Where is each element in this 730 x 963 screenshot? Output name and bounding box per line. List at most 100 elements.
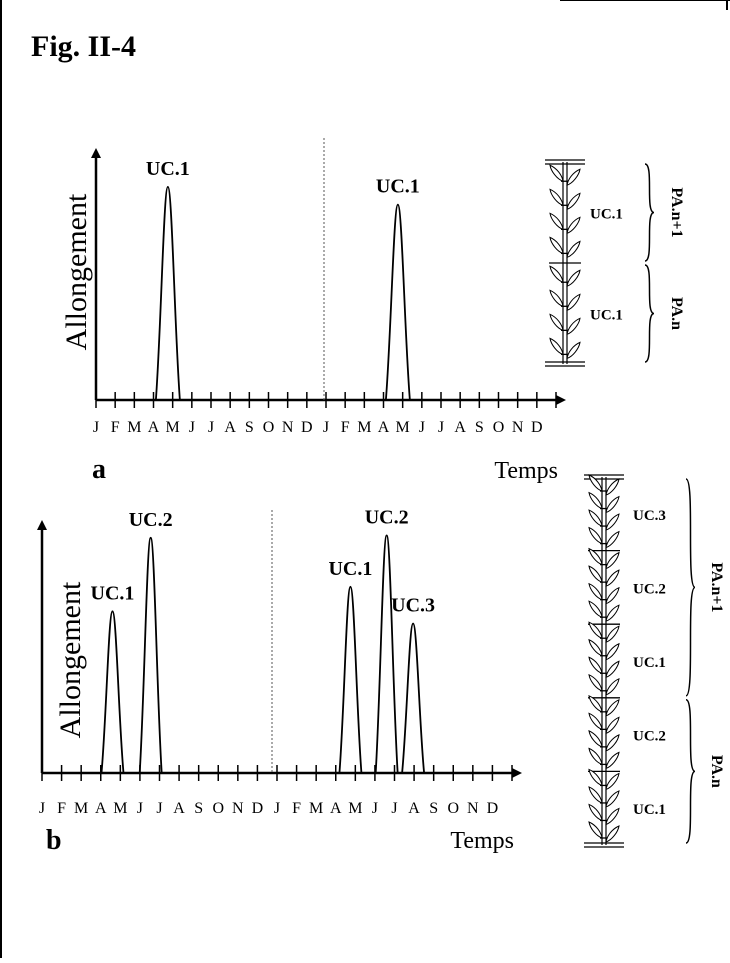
leaf-shape xyxy=(588,509,603,527)
leaf-shape xyxy=(605,660,620,679)
leaf-shape xyxy=(549,212,564,231)
month-label: A xyxy=(95,800,107,817)
month-label: M xyxy=(166,419,180,436)
leaf-shape xyxy=(566,216,581,235)
leaf-shape xyxy=(588,656,603,675)
leaf-shape xyxy=(588,786,603,804)
leaf-shape xyxy=(549,313,564,332)
annual-brace xyxy=(644,163,655,262)
leaf-shape xyxy=(605,698,620,717)
month-label: J xyxy=(39,800,45,817)
month-label: A xyxy=(408,800,420,817)
month-label: D xyxy=(252,800,264,817)
leaf-shape xyxy=(588,768,603,787)
month-label: O xyxy=(493,419,505,436)
leaf-shape xyxy=(549,164,564,182)
leaf-shape xyxy=(605,513,620,531)
leaf-shape xyxy=(549,289,564,308)
leaf-shape xyxy=(605,495,620,514)
leaf-shape xyxy=(588,730,603,748)
leaf-shape xyxy=(588,491,603,510)
leaf-shape xyxy=(588,474,603,492)
leaf-shape xyxy=(566,341,581,360)
leaf-shape xyxy=(566,168,581,186)
leaf-shape xyxy=(588,638,603,657)
month-label: M xyxy=(127,419,141,436)
unit-label: UC.1 xyxy=(633,802,666,818)
panel-a-letter: a xyxy=(92,454,106,485)
peak-label: UC.1 xyxy=(328,558,372,580)
month-label: N xyxy=(467,800,479,817)
leaf-shape xyxy=(566,317,581,336)
leaf-shape xyxy=(588,803,603,822)
leaf-shape xyxy=(588,621,603,639)
leaf-shape xyxy=(588,582,603,601)
growth-peak xyxy=(338,585,363,774)
month-label: S xyxy=(245,419,254,436)
month-label: F xyxy=(292,800,301,817)
leaf-shape xyxy=(605,751,620,770)
month-label: A xyxy=(224,419,236,436)
annual-brace xyxy=(644,264,655,363)
month-label: S xyxy=(429,800,438,817)
month-label: J xyxy=(156,800,162,817)
month-label: S xyxy=(475,419,484,436)
month-label: D xyxy=(531,419,543,436)
unit-label: UC.1 xyxy=(590,207,623,223)
annual-group-label: PA.n+1 xyxy=(708,562,725,612)
x-axis-arrow xyxy=(556,395,566,405)
peak-label: UC.1 xyxy=(91,582,135,604)
leaf-shape xyxy=(588,673,603,692)
annual-group-label: PA.n xyxy=(668,297,685,330)
unit-label: UC.1 xyxy=(590,308,623,324)
leaf-shape xyxy=(605,530,620,549)
leaf-shape xyxy=(588,565,603,583)
month-label: O xyxy=(447,800,459,817)
unit-label: UC.2 xyxy=(633,729,666,745)
y-axis-arrow xyxy=(91,148,101,158)
month-label: A xyxy=(330,800,342,817)
month-label: A xyxy=(454,419,466,436)
leaf-shape xyxy=(588,600,603,618)
annual-brace xyxy=(685,478,696,697)
leaf-shape xyxy=(588,747,603,766)
panel-b-plant-diagram: UC.3 UC.2 UC.1 UC.2 UC.1 PA.n+1 PA.n xyxy=(584,474,725,848)
leaf-shape xyxy=(566,192,581,211)
leaf-shape xyxy=(605,734,620,752)
month-label: M xyxy=(113,800,127,817)
leaf-shape xyxy=(549,236,564,255)
leaf-shape xyxy=(605,551,620,570)
growth-peak xyxy=(138,536,163,774)
leaf-shape xyxy=(605,586,620,605)
month-label: A xyxy=(148,419,160,436)
month-label: J xyxy=(372,800,378,817)
month-label: O xyxy=(212,800,224,817)
peak-label: UC.3 xyxy=(391,595,435,617)
leaf-shape xyxy=(588,547,603,566)
unit-label: UC.2 xyxy=(633,581,666,597)
panel-b-peaks: UC.1 UC.2 UC.1 UC.2 UC.3 xyxy=(91,506,435,774)
leaf-shape xyxy=(566,269,581,287)
leaf-shape xyxy=(605,569,620,587)
annual-brace xyxy=(685,699,696,844)
month-label: D xyxy=(487,800,499,817)
leaf-shape xyxy=(605,642,620,661)
leaf-shape xyxy=(549,188,564,207)
leaf-shape xyxy=(588,712,603,731)
growth-peak xyxy=(154,185,181,401)
month-label: A xyxy=(378,419,390,436)
leaf-shape xyxy=(588,694,603,713)
peak-label: UC.2 xyxy=(129,509,173,531)
leaf-shape xyxy=(549,265,564,283)
leaf-shape xyxy=(605,716,620,735)
leaf-shape xyxy=(549,337,564,356)
month-label: J xyxy=(419,419,425,436)
growth-peak xyxy=(401,622,426,774)
leaf-shape xyxy=(605,772,620,791)
y-axis-arrow xyxy=(37,520,47,530)
growth-peak xyxy=(384,203,411,401)
panel-a-peaks: UC.1 UC.1 xyxy=(146,158,420,401)
